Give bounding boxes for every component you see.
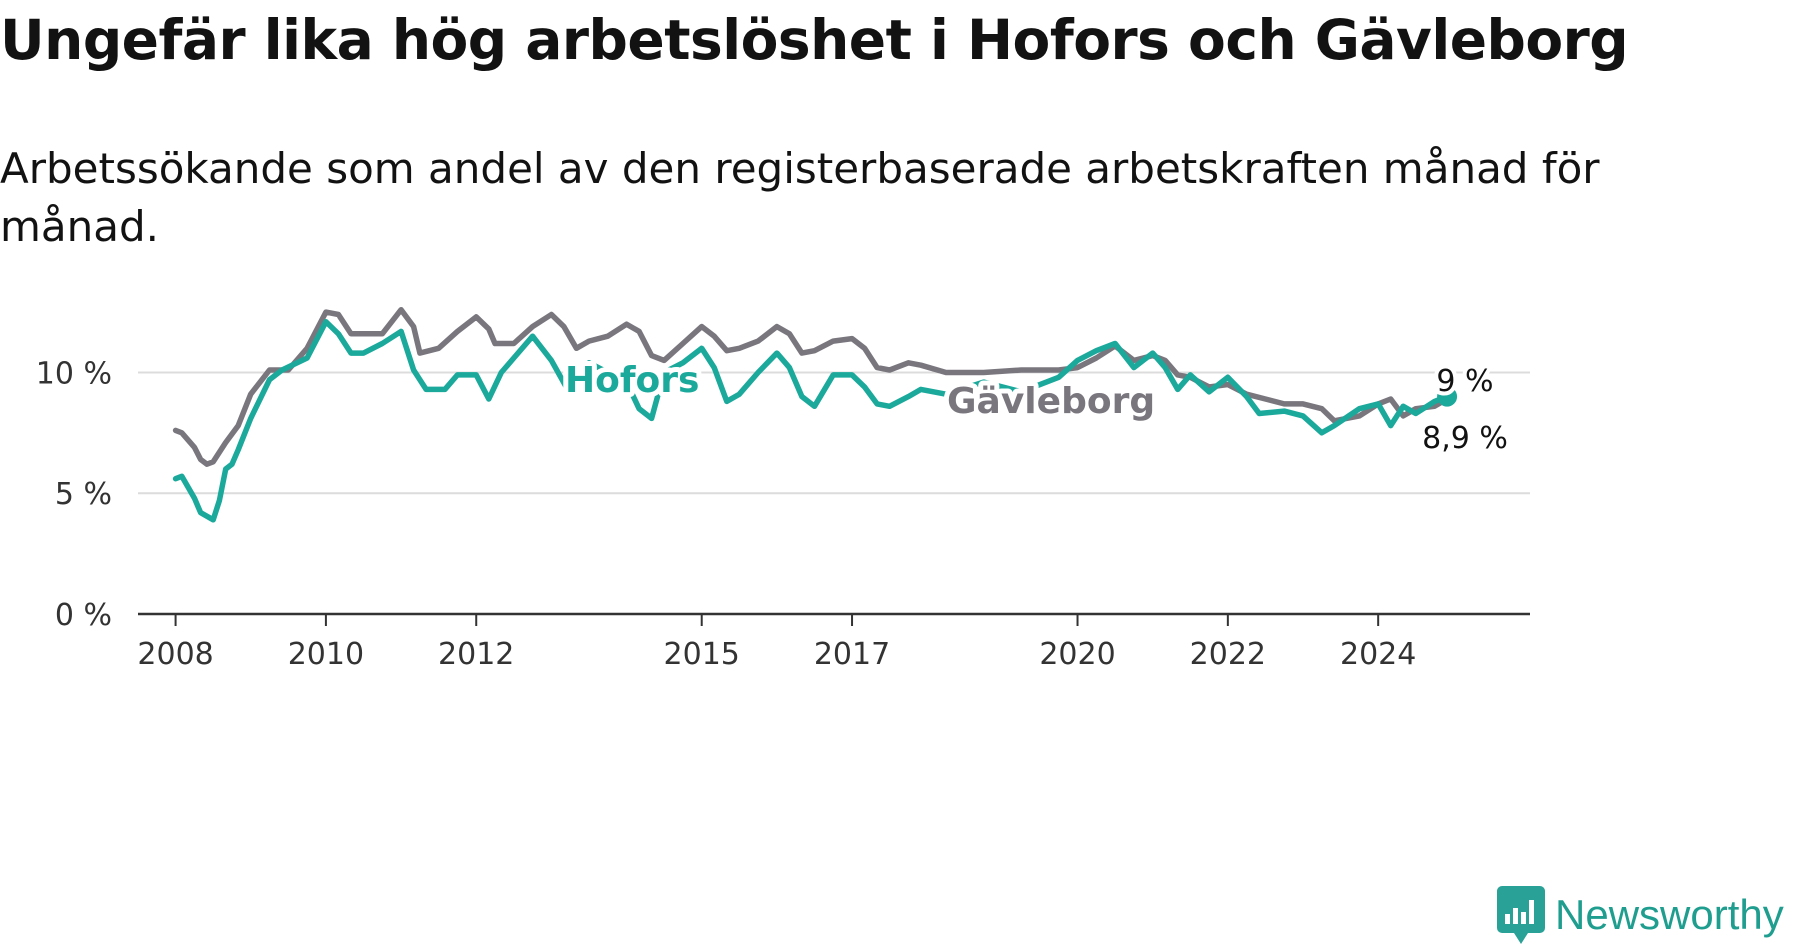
y-tick-label: 0 % [55,598,112,633]
series-line-hofors [172,318,1450,523]
brand: Newsworthy [1497,886,1784,944]
x-tick-label: 2015 [664,637,740,672]
end-value-label-hofors: 9 % [1436,364,1493,399]
series-label-hofors: Hofors [565,360,699,401]
x-tick-label: 2017 [814,637,890,672]
y-tick-label: 5 % [55,477,112,512]
chart-subtitle: Arbetssökande som andel av den registerb… [0,144,1600,251]
newsworthy-logo-icon [1497,886,1545,944]
x-tick-label: 2008 [137,637,213,672]
brand-name: Newsworthy [1555,891,1784,938]
end-point-hofors [1437,386,1458,407]
x-tick-label: 2022 [1190,637,1266,672]
chart-title: Ungefär lika hög arbetslöshet i Hofors o… [0,8,1629,72]
x-tick-label: 2020 [1039,637,1115,672]
series-line-gävleborg [172,306,1450,467]
y-tick-label: 10 % [36,356,112,391]
x-tick-label: 2010 [288,637,364,672]
x-tick-label: 2024 [1340,637,1416,672]
end-value-label-gävleborg: 8,9 % [1422,421,1508,456]
x-tick-label: 2012 [438,637,514,672]
series-label-gävleborg: Gävleborg [947,381,1155,422]
